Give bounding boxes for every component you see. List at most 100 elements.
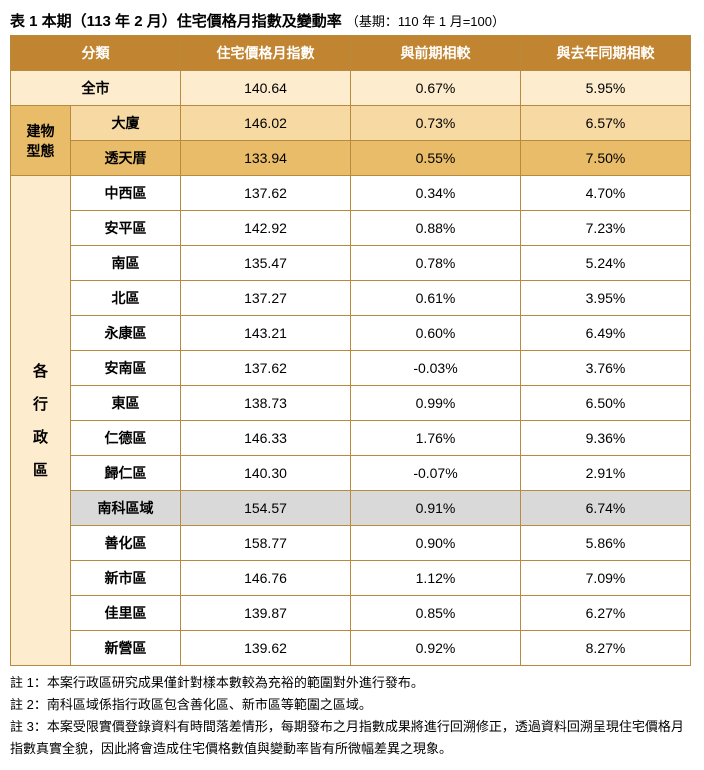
btype-index: 146.02 — [181, 106, 351, 141]
district-yoy: 4.70% — [521, 176, 691, 211]
btype-side-label: 建物型態 — [11, 106, 71, 176]
district-yoy: 6.50% — [521, 386, 691, 421]
district-row: 新營區139.620.92%8.27% — [11, 631, 691, 666]
district-row: 善化區158.770.90%5.86% — [11, 526, 691, 561]
district-label: 佳里區 — [71, 596, 181, 631]
district-row: 南區135.470.78%5.24% — [11, 246, 691, 281]
notes-block: 註 1：本案行政區研究成果僅針對樣本數較為充裕的範圍對外進行發布。註 2：南科區… — [10, 672, 694, 760]
district-prev: 0.99% — [351, 386, 521, 421]
btype-index: 133.94 — [181, 141, 351, 176]
table-title: 表 1 本期（113 年 2 月）住宅價格月指數及變動率 （基期：110 年 1… — [10, 10, 694, 31]
district-index: 137.62 — [181, 176, 351, 211]
district-yoy: 6.49% — [521, 316, 691, 351]
district-prev: 0.34% — [351, 176, 521, 211]
district-label: 仁德區 — [71, 421, 181, 456]
district-label: 安平區 — [71, 211, 181, 246]
district-label: 安南區 — [71, 351, 181, 386]
header-category: 分類 — [11, 36, 181, 71]
district-prev: 1.76% — [351, 421, 521, 456]
btype-label: 大廈 — [71, 106, 181, 141]
district-index: 143.21 — [181, 316, 351, 351]
btype-prev: 0.55% — [351, 141, 521, 176]
district-label: 中西區 — [71, 176, 181, 211]
district-prev: 0.91% — [351, 491, 521, 526]
district-side-label: 各行政區 — [11, 176, 71, 666]
district-yoy: 8.27% — [521, 631, 691, 666]
district-row: 各行政區中西區137.620.34%4.70% — [11, 176, 691, 211]
city-yoy: 5.95% — [521, 71, 691, 106]
district-index: 142.92 — [181, 211, 351, 246]
district-prev: 0.60% — [351, 316, 521, 351]
district-label: 新市區 — [71, 561, 181, 596]
district-index: 146.76 — [181, 561, 351, 596]
district-row: 歸仁區140.30-0.07%2.91% — [11, 456, 691, 491]
district-yoy: 3.95% — [521, 281, 691, 316]
district-yoy: 7.09% — [521, 561, 691, 596]
district-yoy: 3.76% — [521, 351, 691, 386]
district-yoy: 2.91% — [521, 456, 691, 491]
district-index: 138.73 — [181, 386, 351, 421]
district-index: 139.62 — [181, 631, 351, 666]
district-row: 佳里區139.870.85%6.27% — [11, 596, 691, 631]
note-line: 註 2：南科區域係指行政區包含善化區、新市區等範圍之區域。 — [10, 694, 694, 716]
header-row: 分類 住宅價格月指數 與前期相較 與去年同期相較 — [11, 36, 691, 71]
district-index: 137.27 — [181, 281, 351, 316]
district-row: 永康區143.210.60%6.49% — [11, 316, 691, 351]
district-prev: 1.12% — [351, 561, 521, 596]
district-row: 北區137.270.61%3.95% — [11, 281, 691, 316]
btype-prev: 0.73% — [351, 106, 521, 141]
header-prev: 與前期相較 — [351, 36, 521, 71]
title-base: （基期：110 年 1 月=100） — [346, 14, 505, 29]
price-index-table: 分類 住宅價格月指數 與前期相較 與去年同期相較 全市140.640.67%5.… — [10, 35, 691, 666]
city-label: 全市 — [11, 71, 181, 106]
btype-yoy: 6.57% — [521, 106, 691, 141]
header-index: 住宅價格月指數 — [181, 36, 351, 71]
district-index: 158.77 — [181, 526, 351, 561]
district-index: 139.87 — [181, 596, 351, 631]
district-prev: 0.90% — [351, 526, 521, 561]
district-prev: 0.88% — [351, 211, 521, 246]
city-prev: 0.67% — [351, 71, 521, 106]
district-prev: 0.92% — [351, 631, 521, 666]
district-label: 東區 — [71, 386, 181, 421]
district-index: 146.33 — [181, 421, 351, 456]
btype-yoy: 7.50% — [521, 141, 691, 176]
district-label: 歸仁區 — [71, 456, 181, 491]
btype-label: 透天厝 — [71, 141, 181, 176]
district-row: 仁德區146.331.76%9.36% — [11, 421, 691, 456]
district-yoy: 9.36% — [521, 421, 691, 456]
district-yoy: 6.74% — [521, 491, 691, 526]
district-index: 154.57 — [181, 491, 351, 526]
district-index: 140.30 — [181, 456, 351, 491]
header-yoy: 與去年同期相較 — [521, 36, 691, 71]
district-label: 善化區 — [71, 526, 181, 561]
district-prev: -0.03% — [351, 351, 521, 386]
district-label: 新營區 — [71, 631, 181, 666]
city-row: 全市140.640.67%5.95% — [11, 71, 691, 106]
district-prev: 0.78% — [351, 246, 521, 281]
district-index: 135.47 — [181, 246, 351, 281]
district-prev: 0.61% — [351, 281, 521, 316]
district-label: 南科區域 — [71, 491, 181, 526]
district-row: 安南區137.62-0.03%3.76% — [11, 351, 691, 386]
district-prev: 0.85% — [351, 596, 521, 631]
note-line: 註 3：本案受限實價登錄資料有時間落差情形，每期發布之月指數成果將進行回溯修正，… — [10, 716, 694, 760]
note-line: 註 1：本案行政區研究成果僅針對樣本數較為充裕的範圍對外進行發布。 — [10, 672, 694, 694]
district-prev: -0.07% — [351, 456, 521, 491]
district-yoy: 6.27% — [521, 596, 691, 631]
district-row: 新市區146.761.12%7.09% — [11, 561, 691, 596]
district-yoy: 5.24% — [521, 246, 691, 281]
btype-row: 建物型態大廈146.020.73%6.57% — [11, 106, 691, 141]
district-label: 南區 — [71, 246, 181, 281]
district-index: 137.62 — [181, 351, 351, 386]
district-yoy: 5.86% — [521, 526, 691, 561]
district-row: 東區138.730.99%6.50% — [11, 386, 691, 421]
district-label: 北區 — [71, 281, 181, 316]
district-yoy: 7.23% — [521, 211, 691, 246]
btype-row: 透天厝133.940.55%7.50% — [11, 141, 691, 176]
district-row: 安平區142.920.88%7.23% — [11, 211, 691, 246]
district-row: 南科區域154.570.91%6.74% — [11, 491, 691, 526]
district-label: 永康區 — [71, 316, 181, 351]
title-main: 表 1 本期（113 年 2 月）住宅價格月指數及變動率 — [10, 13, 342, 30]
city-index: 140.64 — [181, 71, 351, 106]
